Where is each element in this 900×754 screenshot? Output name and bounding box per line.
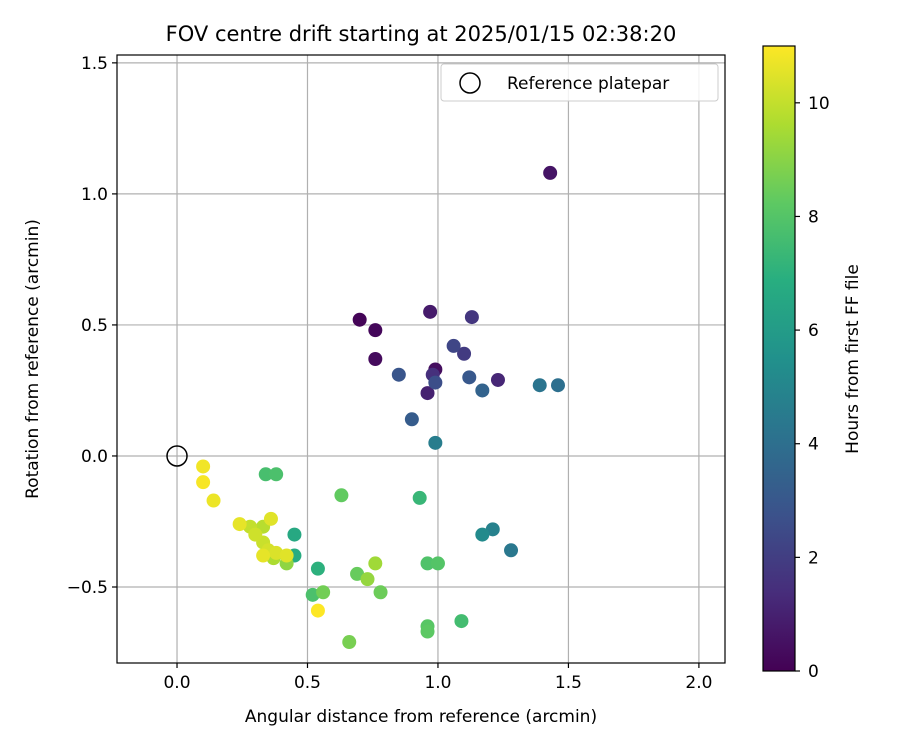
data-point: [420, 386, 435, 401]
data-point: [248, 527, 263, 542]
data-point: [263, 511, 278, 526]
data-point: [543, 165, 558, 180]
data-point: [475, 383, 490, 398]
colorbar-tick-label: 4: [808, 435, 819, 455]
y-tick-label: 1.0: [81, 185, 108, 205]
data-point: [279, 548, 294, 563]
colorbar-tick-label: 6: [808, 321, 819, 341]
data-point: [550, 378, 565, 393]
data-point: [391, 367, 406, 382]
data-point: [232, 517, 247, 532]
data-point: [532, 378, 547, 393]
y-tick-label: −0.5: [67, 578, 108, 598]
data-points: [196, 165, 565, 650]
colorbar-gradient: [762, 45, 796, 672]
data-point: [342, 635, 357, 650]
data-point: [454, 614, 469, 629]
data-point: [334, 488, 349, 503]
x-tick-label: 1.0: [424, 673, 451, 693]
data-point: [428, 435, 443, 450]
x-axis-ticks: 0.0 0.5 1.0 1.5 2.0: [163, 663, 712, 693]
colorbar-tick-label: 0: [808, 662, 819, 682]
data-point: [368, 352, 383, 366]
data-point: [412, 490, 427, 505]
colorbar-tick-label: 10: [808, 94, 830, 114]
plot-area: [117, 55, 725, 663]
data-point: [457, 346, 472, 361]
data-point: [287, 527, 302, 542]
data-point: [446, 338, 461, 353]
y-tick-label: 0.0: [81, 447, 108, 467]
data-point: [420, 624, 435, 639]
data-point: [430, 556, 445, 571]
y-axis-ticks: −0.5 0.0 0.5 1.0 1.5: [67, 54, 117, 598]
colorbar-tick-label: 8: [808, 207, 819, 227]
data-point: [196, 475, 211, 490]
data-point: [368, 323, 383, 338]
data-point: [373, 585, 388, 600]
data-point: [256, 548, 271, 563]
reference-point: [166, 445, 188, 467]
x-tick-label: 0.5: [294, 673, 321, 693]
grid-lines: [117, 55, 725, 663]
colorbar-ticks: 0 2 4 6 8 10: [795, 94, 830, 682]
y-tick-label: 0.5: [81, 316, 108, 336]
data-point: [504, 543, 519, 558]
x-tick-label: 2.0: [685, 673, 712, 693]
data-point: [310, 561, 325, 576]
data-point: [485, 522, 500, 537]
legend: Reference platepar: [440, 63, 719, 102]
data-point: [350, 566, 365, 581]
y-tick-label: 1.5: [81, 54, 108, 74]
data-point: [420, 556, 435, 571]
legend-label: Reference platepar: [507, 74, 669, 94]
data-point: [462, 370, 477, 385]
data-point: [310, 603, 325, 618]
legend-frame: [440, 63, 719, 102]
colorbar-tick-label: 2: [808, 548, 819, 568]
data-point: [196, 459, 211, 474]
x-tick-label: 1.5: [555, 673, 582, 693]
data-point: [258, 467, 273, 482]
plot-frame: [116, 54, 726, 664]
data-point: [464, 310, 479, 325]
data-point: [428, 375, 443, 390]
legend-marker: [459, 72, 481, 94]
data-point: [423, 304, 438, 319]
colorbar-label: Hours from first FF file: [843, 264, 863, 454]
colorbar: 0 2 4 6 8 10 Hours from first FF file: [762, 45, 863, 682]
x-tick-label: 0.0: [163, 673, 190, 693]
y-axis-label: Rotation from reference (arcmin): [23, 219, 43, 499]
data-point: [360, 572, 375, 587]
x-axis-label: Angular distance from reference (arcmin): [245, 707, 597, 727]
data-point: [316, 585, 331, 600]
data-point: [206, 493, 221, 508]
data-point: [269, 467, 284, 482]
chart-title: FOV centre drift starting at 2025/01/15 …: [166, 22, 677, 46]
data-point: [368, 556, 383, 571]
data-point: [475, 527, 490, 542]
data-point: [352, 312, 367, 327]
data-point: [404, 412, 419, 427]
reference-marker-group: [166, 445, 188, 467]
data-point: [490, 372, 505, 387]
